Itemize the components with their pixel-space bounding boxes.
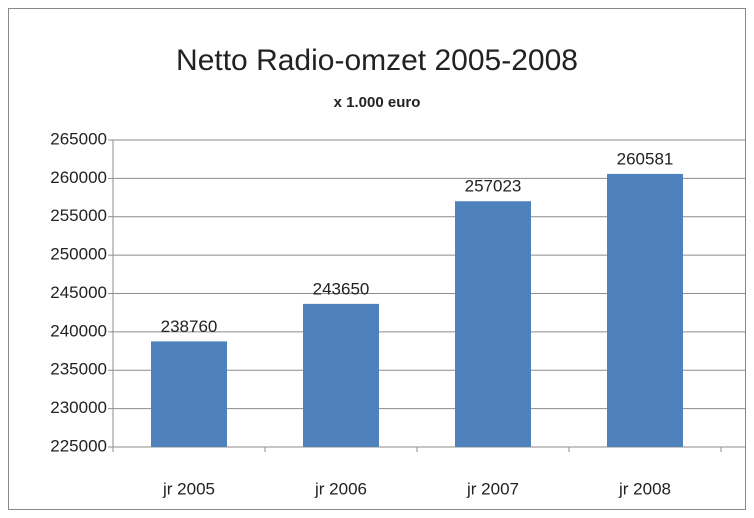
x-tick-label: jr 2005 [162,479,215,498]
x-tick-label: jr 2006 [314,479,367,498]
y-tick-label: 255000 [50,206,107,225]
bar [303,303,379,447]
y-tick-label: 260000 [50,168,107,187]
bar [607,173,683,447]
y-tick-label: 250000 [50,245,107,264]
y-tick-label: 240000 [50,321,107,340]
chart-title: Netto Radio-omzet 2005-2008 [176,44,578,77]
data-label: 257023 [465,177,522,196]
y-tick-label: 225000 [50,436,107,455]
x-tick-label: jr 2008 [618,479,671,498]
bar [455,201,531,447]
chart-subtitle: x 1.000 euro [334,94,421,111]
bar [151,341,227,447]
y-tick-label: 230000 [50,398,107,417]
y-tick-label: 245000 [50,283,107,302]
x-tick-label: jr 2007 [466,479,519,498]
data-label: 260581 [617,149,674,168]
data-label: 238760 [161,317,218,336]
y-tick-label: 235000 [50,360,107,379]
y-tick-label: 265000 [50,129,107,148]
data-label: 243650 [313,279,370,298]
